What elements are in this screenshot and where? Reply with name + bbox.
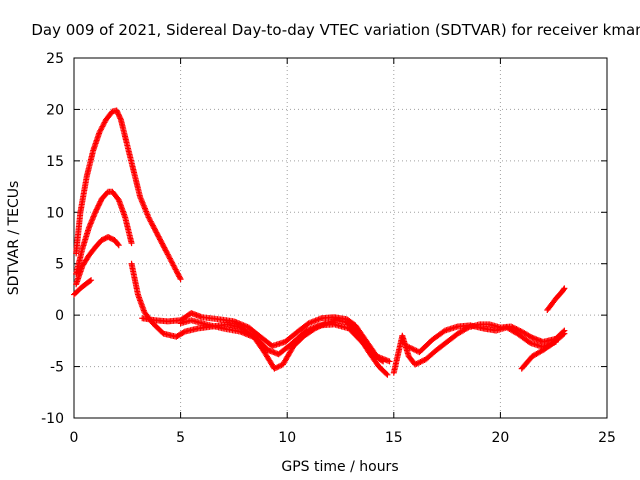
x-tick-label: 5 — [176, 430, 185, 446]
x-axis-label: GPS time / hours — [281, 459, 398, 475]
data-point — [418, 358, 425, 365]
data-point — [116, 114, 123, 121]
x-tick-label: 0 — [70, 430, 79, 446]
data-point — [117, 115, 124, 122]
data-point — [114, 241, 121, 248]
data-series — [518, 330, 568, 372]
data-series — [544, 285, 568, 313]
data-point — [94, 205, 101, 212]
data-point — [180, 329, 187, 336]
x-tick-label: 10 — [278, 430, 296, 446]
data-series — [73, 107, 184, 283]
data-point — [113, 107, 120, 114]
data-point — [386, 358, 393, 365]
data-point — [86, 277, 93, 284]
data-point — [561, 285, 568, 292]
data-point — [420, 357, 427, 364]
data-point — [525, 338, 532, 345]
data-point — [561, 330, 568, 337]
data-series — [73, 233, 122, 288]
data-point — [88, 277, 95, 284]
data-point — [114, 108, 121, 115]
y-tick-label: 20 — [46, 102, 64, 118]
y-tick-label: 15 — [46, 154, 64, 170]
data-point — [378, 357, 385, 364]
data-point — [528, 334, 535, 340]
data-point — [417, 358, 424, 365]
data-point — [560, 286, 567, 293]
data-point — [128, 240, 135, 247]
x-tick-label: 25 — [598, 430, 616, 446]
data-point — [93, 206, 100, 213]
data-series — [403, 322, 559, 356]
data-point — [92, 209, 99, 216]
y-tick-label: 10 — [46, 205, 64, 221]
y-tick-label: 25 — [46, 51, 64, 67]
data-point — [414, 360, 421, 367]
data-point — [380, 358, 387, 365]
y-tick-label: 0 — [55, 308, 64, 324]
axis-ticks: 0 5 10 15 20 25 -10 -5 0 5 10 15 20 25 — [41, 51, 616, 446]
data-series — [73, 188, 135, 277]
data-point — [115, 242, 122, 249]
y-tick-label: -10 — [41, 411, 64, 427]
data-point — [177, 276, 184, 283]
data-series — [71, 277, 95, 298]
plot-frame — [73, 57, 608, 419]
y-tick-label: 5 — [55, 257, 64, 273]
data-marks — [71, 107, 568, 378]
data-point — [94, 203, 101, 210]
data-point — [97, 198, 104, 205]
data-point — [92, 207, 99, 214]
data-point — [384, 371, 391, 378]
data-point — [416, 359, 423, 366]
data-point — [412, 361, 419, 368]
data-point — [176, 274, 183, 281]
x-tick-label: 20 — [491, 430, 509, 446]
data-point — [413, 360, 420, 367]
x-tick-label: 15 — [385, 430, 403, 446]
data-point — [96, 201, 103, 208]
data-point — [115, 111, 122, 118]
data-point — [116, 112, 123, 119]
data-point — [440, 328, 447, 335]
data-point — [95, 202, 102, 209]
data-point — [560, 331, 567, 338]
data-series — [177, 317, 387, 365]
y-tick-label: -5 — [50, 360, 64, 376]
data-point — [383, 370, 390, 377]
y-axis-label: SDTVAR / TECUs — [6, 181, 22, 296]
chart-title: Day 009 of 2021, Sidereal Day-to-day VTE… — [31, 21, 640, 39]
data-point — [114, 110, 121, 117]
data-point — [96, 199, 103, 206]
gridlines — [74, 58, 607, 418]
